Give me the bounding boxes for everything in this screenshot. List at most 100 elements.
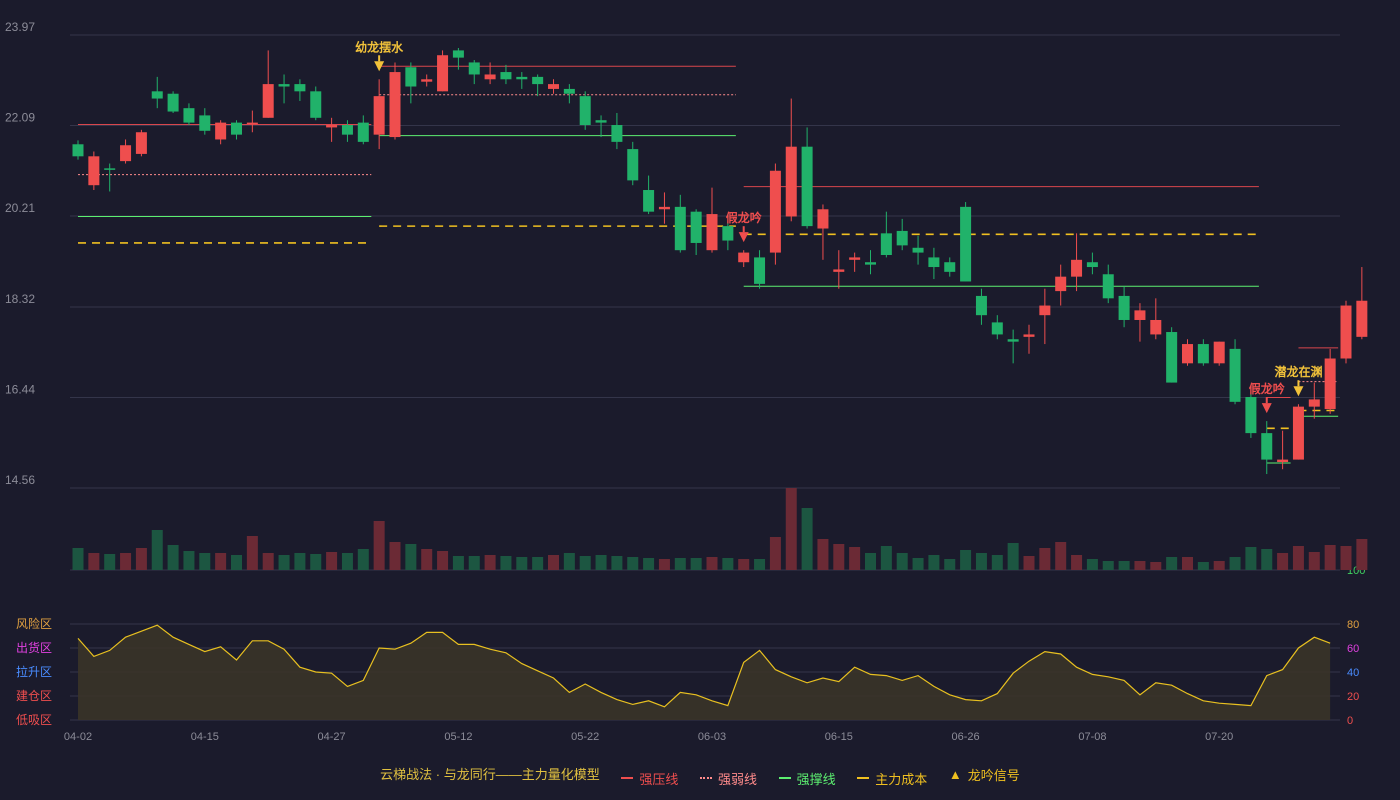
signal-arrow-icon bbox=[374, 61, 385, 72]
volume-bar bbox=[468, 556, 480, 570]
candle-body bbox=[215, 122, 227, 140]
volume-bar bbox=[1150, 562, 1162, 570]
volume-bar bbox=[1261, 549, 1273, 570]
volume-bar bbox=[674, 558, 686, 570]
volume-bar bbox=[1277, 553, 1289, 570]
x-tick-label: 06-15 bbox=[825, 731, 853, 743]
volume-bar bbox=[88, 553, 100, 570]
candle-body bbox=[1086, 262, 1098, 268]
candle-body bbox=[452, 50, 464, 58]
candle-body bbox=[738, 252, 750, 263]
candle-body bbox=[1213, 341, 1225, 364]
candle-body bbox=[912, 247, 924, 253]
legend-support[interactable]: 强撑线 bbox=[778, 769, 836, 788]
volume-bar bbox=[1166, 557, 1178, 570]
candle-body bbox=[1197, 344, 1209, 364]
price-tick-label: 14.56 bbox=[5, 473, 35, 487]
candle-body bbox=[833, 269, 845, 272]
candle-body bbox=[991, 322, 1003, 335]
candle-body bbox=[341, 125, 353, 135]
legend-support-label: 强撑线 bbox=[796, 771, 836, 787]
volume-bar bbox=[1229, 557, 1241, 570]
candle-body bbox=[421, 79, 433, 82]
volume-bar bbox=[643, 558, 655, 570]
legend-signal[interactable]: ▲ 龙吟信号 bbox=[949, 765, 1020, 784]
volume-bar bbox=[1308, 552, 1320, 570]
indicator-tick-label: 20 bbox=[1347, 691, 1359, 703]
candle-body bbox=[754, 257, 766, 284]
volume-bar bbox=[215, 553, 227, 570]
candle-body bbox=[1102, 274, 1114, 299]
volume-bar bbox=[960, 550, 972, 570]
x-tick-label: 06-03 bbox=[698, 731, 726, 743]
volume-bar bbox=[310, 554, 322, 570]
indicator-zone-label: 出货区 bbox=[16, 640, 52, 655]
candle-body bbox=[405, 67, 417, 87]
volume-bar bbox=[1324, 545, 1336, 570]
volume-bar bbox=[928, 555, 940, 570]
volume-bar bbox=[421, 549, 433, 570]
indicator-zone-label: 拉升区 bbox=[16, 664, 52, 679]
candle-body bbox=[1308, 399, 1320, 407]
legend-resistance[interactable]: 强压线 bbox=[621, 769, 678, 788]
candle-body bbox=[246, 122, 258, 125]
candle-body bbox=[944, 262, 956, 272]
candle-body bbox=[373, 96, 385, 135]
candle-body bbox=[231, 122, 242, 135]
indicator-tick-label: 60 bbox=[1347, 643, 1359, 655]
candle-body bbox=[262, 84, 274, 118]
candle-body bbox=[104, 168, 116, 170]
candle-body bbox=[1118, 295, 1130, 320]
candle-body bbox=[896, 230, 908, 246]
volume-bar bbox=[627, 557, 639, 570]
volume-bar bbox=[135, 548, 147, 570]
candle-body bbox=[928, 257, 940, 268]
volume-bar bbox=[167, 545, 179, 570]
signal-label: 假龙吟 bbox=[726, 210, 762, 225]
volume-bar bbox=[183, 551, 195, 570]
candle-body bbox=[817, 209, 829, 229]
volume-bar bbox=[706, 557, 718, 570]
legend-resistance-label: 强压线 bbox=[639, 771, 679, 787]
volume-bar bbox=[690, 558, 702, 570]
candle-body bbox=[468, 62, 480, 75]
volume-bar bbox=[1245, 547, 1257, 570]
candle-body bbox=[88, 156, 100, 186]
volume-bar bbox=[738, 559, 750, 570]
volume-bar bbox=[1039, 548, 1051, 570]
legend-cost[interactable]: 主力成本 bbox=[857, 769, 927, 788]
candle-body bbox=[548, 84, 559, 89]
volume-bar bbox=[120, 553, 132, 570]
x-tick-label: 06-26 bbox=[952, 731, 980, 743]
volume-bar bbox=[754, 559, 766, 570]
volume-bar bbox=[389, 542, 401, 570]
candle-body bbox=[674, 206, 686, 251]
x-tick-label: 04-02 bbox=[64, 731, 92, 743]
volume-bar bbox=[1055, 542, 1067, 570]
candle-body bbox=[1261, 433, 1273, 460]
legend-cost-label: 主力成本 bbox=[875, 771, 928, 787]
volume-bar bbox=[405, 544, 417, 570]
x-tick-label: 05-22 bbox=[571, 731, 599, 743]
legend-weak[interactable]: 强弱线 bbox=[700, 769, 757, 788]
volume-bar bbox=[1134, 561, 1146, 570]
volume-bar bbox=[880, 546, 892, 570]
candle-body bbox=[865, 262, 876, 265]
volume-bar bbox=[1197, 562, 1209, 570]
candle-body bbox=[1356, 300, 1368, 337]
volume-bar bbox=[437, 551, 449, 570]
volume-bar bbox=[912, 558, 924, 570]
candle-body bbox=[1245, 397, 1257, 434]
volume-bar bbox=[849, 547, 861, 570]
volume-bar bbox=[944, 559, 956, 570]
candle-body bbox=[500, 72, 512, 80]
candle-body bbox=[389, 72, 401, 138]
candle-body bbox=[357, 122, 369, 142]
volume-bar bbox=[865, 553, 876, 570]
volume-bar bbox=[500, 556, 512, 570]
volume-bar bbox=[1086, 559, 1098, 570]
candle-body bbox=[785, 146, 797, 217]
candle-body bbox=[975, 295, 987, 316]
candle-body bbox=[1007, 339, 1019, 342]
candle-body bbox=[1134, 310, 1146, 320]
